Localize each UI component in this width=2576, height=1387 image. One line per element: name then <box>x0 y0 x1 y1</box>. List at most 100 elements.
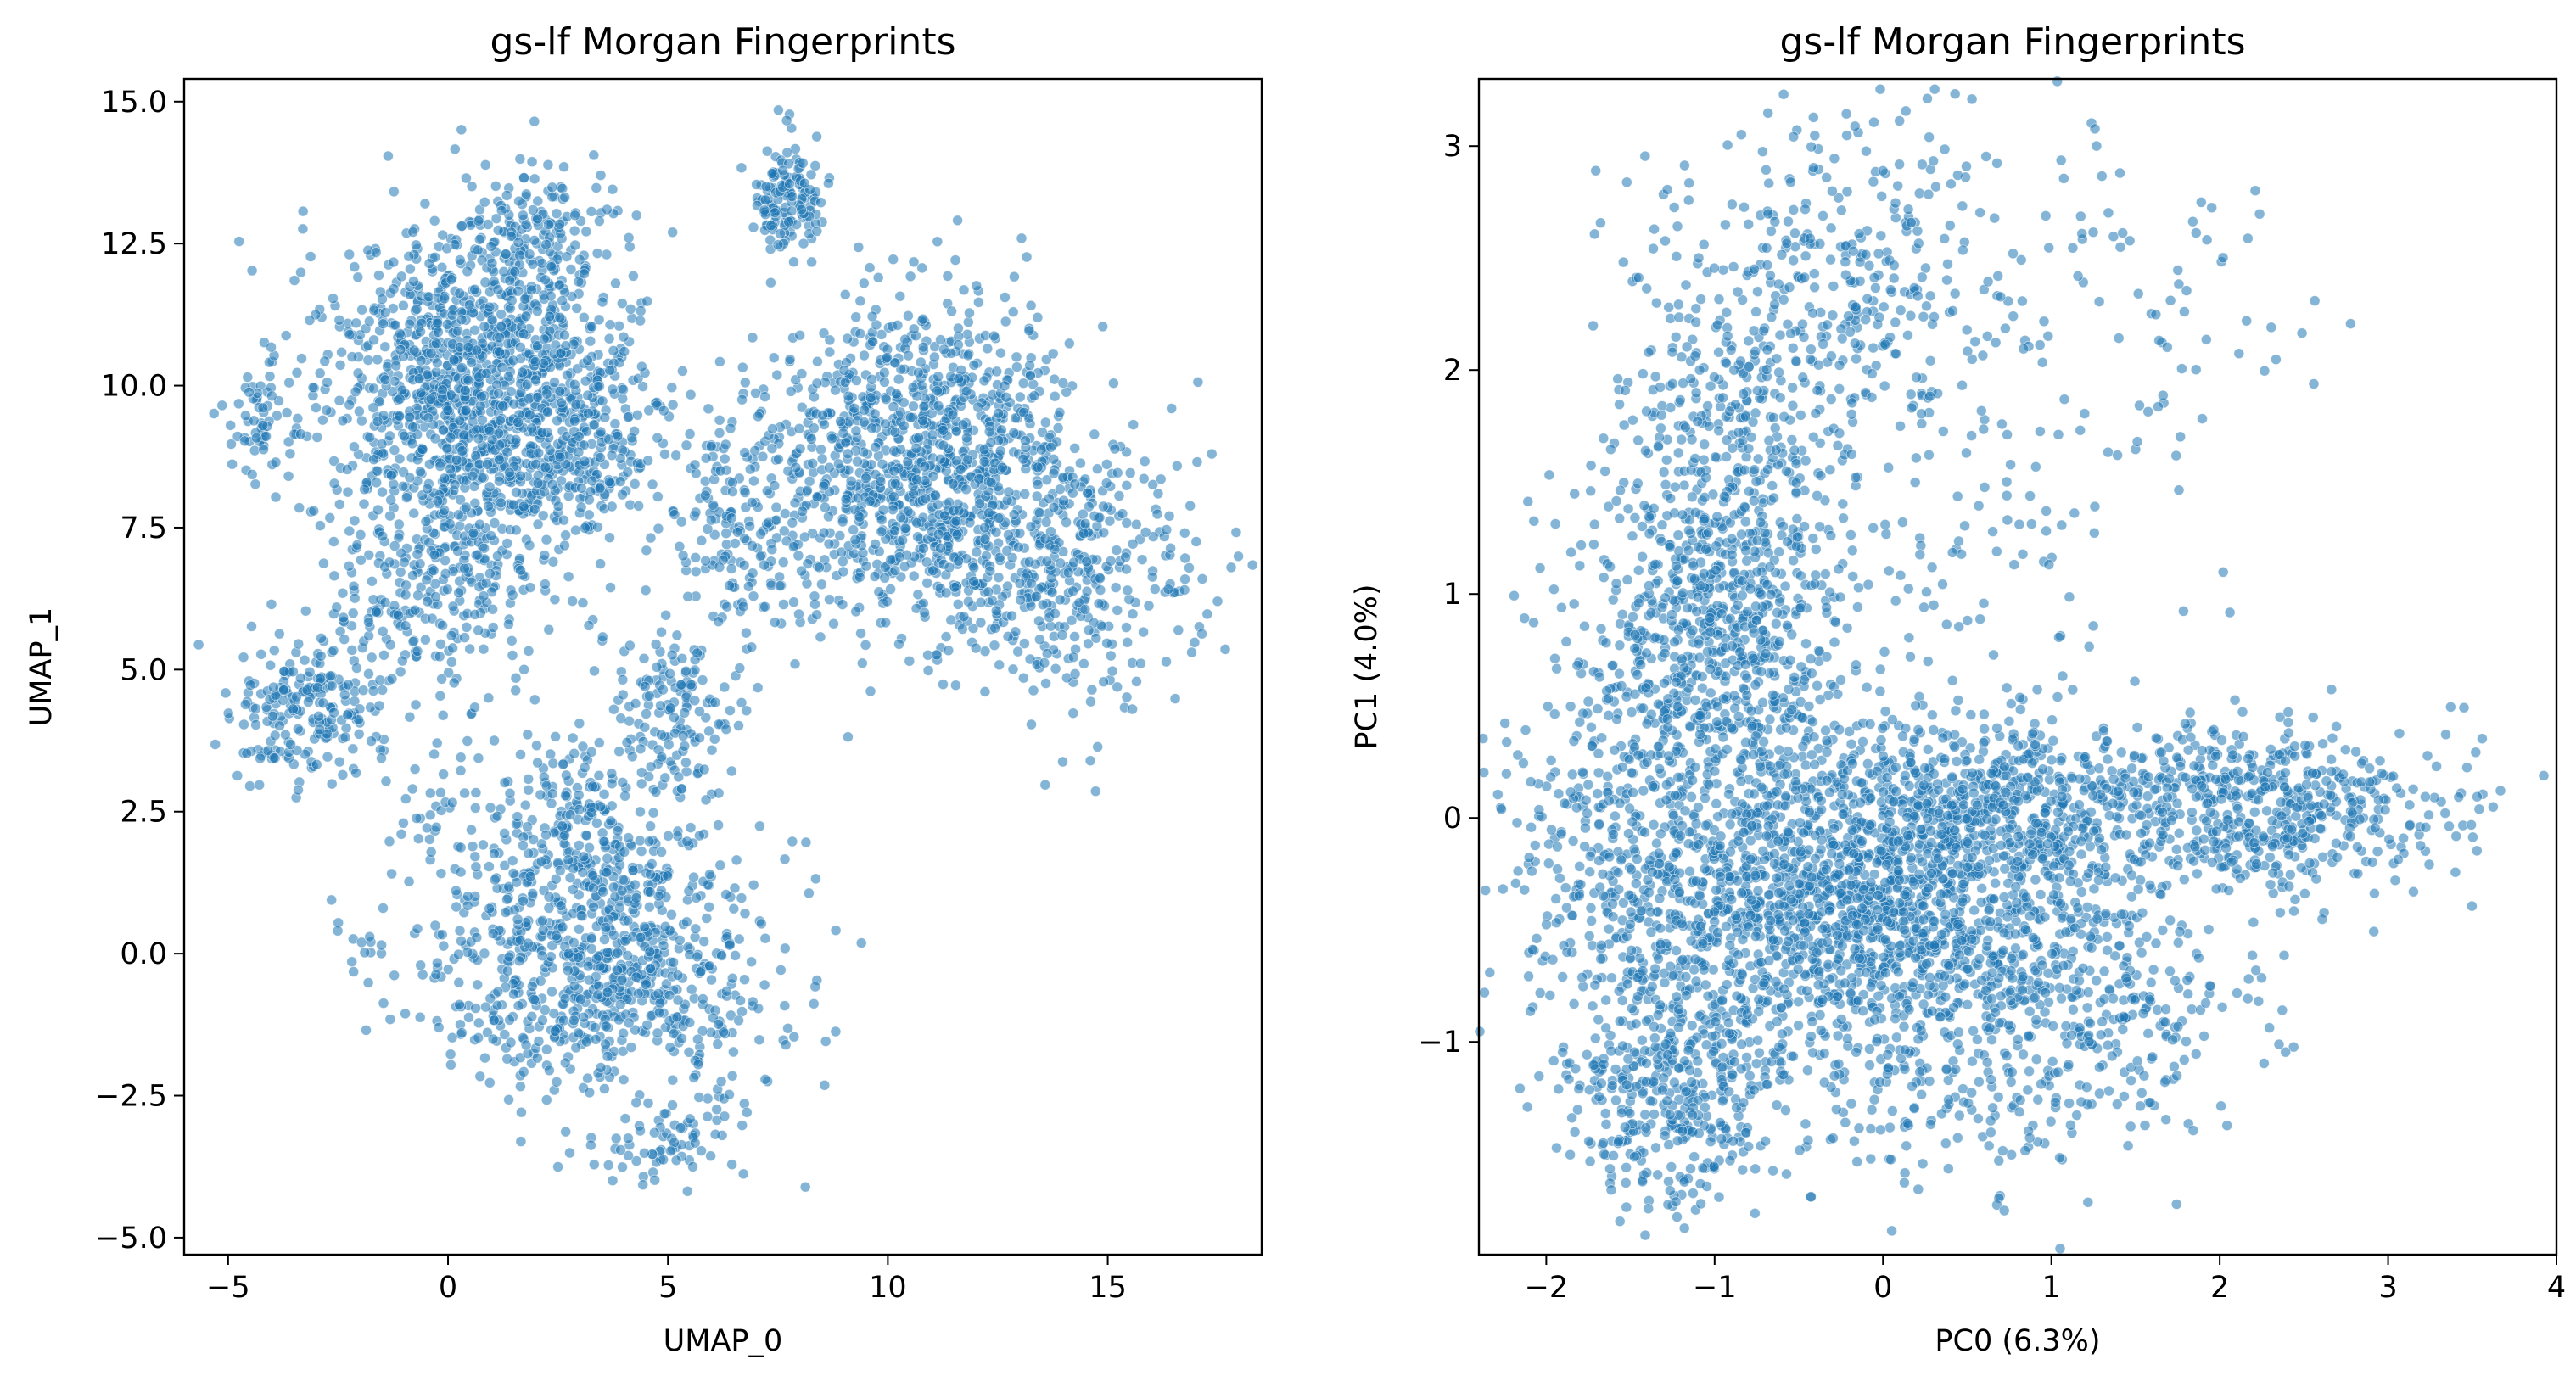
data-point <box>755 918 767 930</box>
data-point <box>793 422 805 434</box>
data-point <box>270 491 282 503</box>
data-point <box>1054 594 1066 606</box>
data-point <box>789 497 801 509</box>
data-point <box>775 965 787 976</box>
data-point <box>339 634 350 646</box>
data-point <box>257 402 269 414</box>
data-point <box>953 338 964 350</box>
data-point <box>1002 580 1013 592</box>
data-point <box>904 271 916 282</box>
data-point <box>619 345 630 357</box>
data-point <box>374 674 386 686</box>
data-point <box>787 517 798 529</box>
data-point <box>496 361 508 373</box>
data-point <box>277 685 289 696</box>
data-point <box>428 549 440 561</box>
data-point <box>946 305 957 317</box>
data-point <box>876 526 888 538</box>
data-point <box>1001 545 1013 556</box>
data-point <box>666 382 678 394</box>
data-point <box>460 405 472 417</box>
data-point <box>898 420 910 432</box>
data-point <box>1110 582 1122 593</box>
data-point <box>892 319 904 331</box>
data-point <box>644 886 656 898</box>
data-point <box>571 302 583 314</box>
data-point <box>1186 646 1197 658</box>
data-point <box>459 562 470 574</box>
data-point <box>737 601 749 612</box>
data-point <box>544 445 556 456</box>
data-point <box>895 512 907 523</box>
data-point <box>408 507 420 519</box>
data-point <box>1025 521 1037 533</box>
data-point <box>1036 444 1047 456</box>
data-point <box>501 446 513 458</box>
data-point <box>1039 779 1051 791</box>
data-point <box>839 377 851 389</box>
data-point <box>507 355 519 366</box>
data-point <box>951 529 963 540</box>
data-point <box>908 400 919 412</box>
data-point <box>878 366 890 378</box>
data-point <box>446 309 458 321</box>
data-point <box>311 432 323 443</box>
data-point <box>532 391 544 403</box>
data-point <box>473 215 484 227</box>
data-point <box>812 355 823 367</box>
data-point <box>549 594 561 606</box>
data-point <box>438 424 449 436</box>
data-point <box>725 422 736 434</box>
data-point <box>371 477 383 489</box>
data-point <box>889 525 901 537</box>
data-point <box>523 393 535 405</box>
data-point <box>455 494 466 506</box>
data-point <box>586 321 597 333</box>
data-point <box>645 869 656 880</box>
data-point <box>767 423 778 435</box>
data-point <box>835 416 846 428</box>
data-point <box>759 601 770 612</box>
data-point <box>568 415 580 427</box>
data-point <box>1147 479 1159 490</box>
data-point <box>511 524 522 536</box>
data-point <box>1061 517 1072 529</box>
data-point <box>314 520 326 531</box>
data-point <box>943 645 955 657</box>
data-point <box>595 170 607 182</box>
data-point <box>411 303 423 315</box>
data-point <box>783 216 794 227</box>
data-point <box>496 204 507 216</box>
data-point <box>823 538 835 550</box>
data-point <box>595 452 606 463</box>
data-point <box>473 752 484 764</box>
data-point <box>444 518 456 529</box>
data-point <box>953 322 964 334</box>
data-point <box>888 491 899 502</box>
data-point <box>553 279 565 291</box>
data-point <box>349 515 361 527</box>
data-point <box>568 980 580 992</box>
data-point <box>513 195 524 207</box>
data-point <box>388 186 400 198</box>
data-point <box>720 528 732 540</box>
data-point <box>866 373 877 385</box>
data-point <box>585 943 597 954</box>
data-point <box>958 611 970 623</box>
data-point <box>1127 608 1139 620</box>
data-point <box>439 473 451 484</box>
data-point <box>652 987 664 999</box>
data-point <box>568 747 580 759</box>
data-point <box>541 406 553 418</box>
data-point <box>814 562 825 573</box>
data-point <box>378 318 389 330</box>
data-point <box>1003 529 1014 540</box>
data-point <box>993 512 1005 524</box>
data-point <box>692 951 703 963</box>
data-point <box>284 448 296 460</box>
data-point <box>719 453 731 465</box>
data-point <box>945 614 957 626</box>
data-point <box>929 489 941 501</box>
data-point <box>526 156 538 168</box>
data-point <box>681 836 693 847</box>
